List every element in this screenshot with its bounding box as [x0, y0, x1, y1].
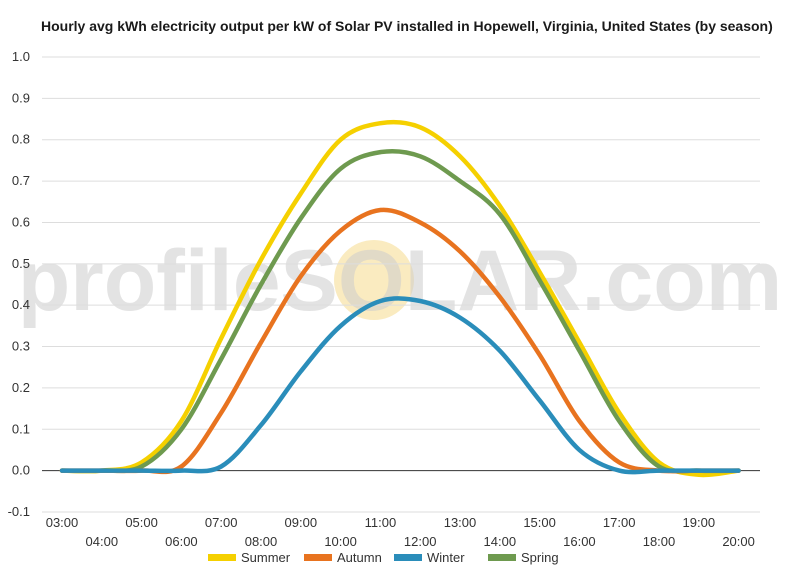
- x-tick-label: 12:00: [404, 534, 437, 549]
- legend-swatch-summer: [208, 554, 236, 561]
- y-tick-label: 0.3: [12, 339, 30, 354]
- legend-swatch-spring: [488, 554, 516, 561]
- x-tick-label: 07:00: [205, 515, 238, 530]
- series-lines: [59, 119, 741, 478]
- y-axis-ticks: -0.1 0.0 0.1 0.2 0.3 0.4 0.5 0.6 0.7 0.8 0.9 1.0: [8, 49, 30, 519]
- x-axis-ticks: 03:00 04:00 05:00 06:00 07:00 08:00 09:00 10:00…: [46, 515, 755, 549]
- legend-label-summer: Summer: [241, 550, 291, 565]
- x-tick-label: 17:00: [603, 515, 636, 530]
- x-tick-label: 10:00: [324, 534, 357, 549]
- x-tick-label: 03:00: [46, 515, 79, 530]
- x-tick-label: 19:00: [683, 515, 716, 530]
- y-tick-label: 0.6: [12, 214, 30, 229]
- y-tick-label: 0.7: [12, 173, 30, 188]
- x-tick-label: 11:00: [365, 515, 397, 530]
- legend-swatch-winter: [394, 554, 422, 561]
- watermark-text: profileSOLAR.com: [18, 233, 783, 329]
- legend-label-winter: Winter: [427, 550, 465, 565]
- watermark: profileSOLAR.com: [18, 233, 783, 329]
- x-tick-label: 05:00: [125, 515, 158, 530]
- x-tick-label: 08:00: [245, 534, 278, 549]
- y-tick-label: 0.9: [12, 90, 30, 105]
- x-tick-label: 13:00: [444, 515, 477, 530]
- x-tick-label: 14:00: [484, 534, 517, 549]
- y-tick-label: 0.0: [12, 463, 30, 478]
- x-tick-label: 20:00: [722, 534, 755, 549]
- x-tick-label: 18:00: [643, 534, 676, 549]
- x-tick-label: 04:00: [86, 534, 119, 549]
- series-line-autumn: [59, 207, 741, 475]
- x-tick-label: 15:00: [523, 515, 556, 530]
- y-tick-label: 0.1: [12, 421, 30, 436]
- legend-label-spring: Spring: [521, 550, 559, 565]
- series-line-summer: [59, 119, 741, 478]
- y-tick-label: 1.0: [12, 49, 30, 64]
- y-tick-label: 0.8: [12, 132, 30, 147]
- series-line-spring: [59, 148, 741, 474]
- chart-title: Hourly avg kWh electricity output per kW…: [41, 18, 773, 34]
- y-tick-label: 0.4: [12, 297, 30, 312]
- legend-swatch-autumn: [304, 554, 332, 561]
- legend: Summer Autumn Winter Spring: [208, 550, 559, 565]
- legend-label-autumn: Autumn: [337, 550, 382, 565]
- y-tick-label: -0.1: [8, 504, 30, 519]
- series-line-winter: [59, 296, 741, 475]
- x-tick-label: 16:00: [563, 534, 596, 549]
- x-tick-label: 06:00: [165, 534, 198, 549]
- y-tick-label: 0.2: [12, 380, 30, 395]
- y-tick-label: 0.5: [12, 256, 30, 271]
- x-tick-label: 09:00: [285, 515, 318, 530]
